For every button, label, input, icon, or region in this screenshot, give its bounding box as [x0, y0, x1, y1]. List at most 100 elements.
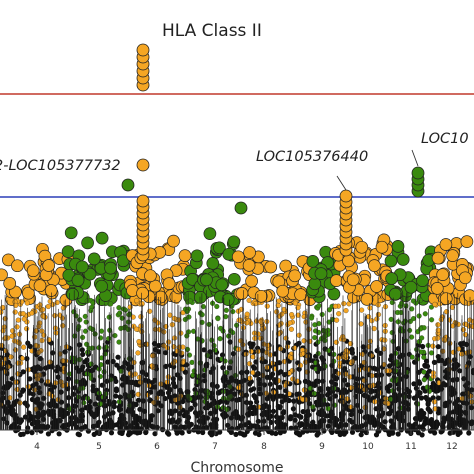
snp-point [435, 344, 441, 350]
snp-point [295, 312, 301, 318]
annotation-loc10-truncated: LOC10 [421, 131, 469, 147]
snp-point [50, 350, 56, 356]
snp-point [469, 387, 474, 393]
snp-point [75, 431, 81, 437]
snp-point [98, 362, 104, 368]
snp-point [254, 289, 268, 303]
snp-point [436, 268, 450, 281]
snp-point [230, 309, 236, 315]
hit-point [121, 178, 135, 192]
snp-point [460, 235, 474, 248]
snp-point [111, 399, 117, 405]
snp-point [95, 279, 108, 293]
snp-point [415, 430, 422, 436]
snp-point [22, 286, 35, 300]
snp-point [114, 362, 120, 368]
snp-point [355, 240, 369, 254]
snp-point [404, 280, 418, 294]
snp-point [206, 321, 212, 327]
snp-point [127, 304, 133, 310]
snp-point [286, 370, 292, 376]
snp-point [447, 340, 453, 346]
snp-point [383, 395, 389, 402]
snp-point [40, 307, 46, 313]
snp-point [165, 374, 171, 380]
annotation-leaders [336, 149, 419, 191]
snp-point [242, 259, 256, 272]
snp-point [450, 323, 456, 329]
snp-point [190, 372, 196, 378]
snp-point [230, 330, 236, 336]
annotation-hla-class-ii: HLA Class II [162, 21, 262, 41]
snp-point [416, 274, 429, 287]
snp-point [311, 390, 317, 397]
snp-point [91, 431, 97, 437]
snp-point [458, 341, 464, 347]
snp-point [358, 321, 364, 327]
snp-point [430, 421, 436, 427]
snp-point [138, 379, 144, 385]
snp-point [374, 316, 380, 322]
snp-point [121, 373, 127, 380]
snp-point [325, 386, 331, 392]
snp-point [432, 301, 438, 307]
snp-point [228, 429, 234, 435]
snp-point [29, 430, 35, 436]
snp-point [15, 317, 21, 323]
snp-point [310, 420, 316, 426]
snp-point [161, 343, 167, 349]
snp-point [431, 359, 437, 365]
snp-point [277, 430, 283, 436]
snp-point [180, 398, 186, 405]
snp-point [126, 429, 132, 435]
x-tick-label: 6 [154, 442, 160, 452]
snp-point [264, 364, 270, 370]
snp-point [21, 344, 27, 350]
snp-point [424, 397, 431, 403]
points-layer [0, 226, 474, 438]
annotation-loc105377732: 2-LOC105377732 [0, 158, 121, 174]
snp-point [420, 426, 426, 432]
snp-point [235, 287, 249, 300]
snp-point [82, 313, 88, 319]
snp-point [97, 401, 103, 407]
hit-point [234, 201, 248, 215]
snp-point [418, 326, 424, 332]
snp-point [21, 316, 27, 322]
snp-point [316, 303, 322, 309]
snp-point [19, 388, 26, 394]
snp-point [126, 312, 132, 318]
snp-point [66, 288, 79, 301]
snp-point [11, 338, 18, 344]
snp-point [314, 267, 328, 280]
snp-point [439, 238, 453, 251]
snp-point [389, 299, 395, 306]
snp-point [277, 384, 283, 390]
snp-point [79, 347, 85, 353]
snp-point [312, 322, 318, 328]
snp-point [166, 339, 172, 345]
snp-point [58, 389, 64, 395]
snp-point [24, 356, 30, 362]
snp-point [144, 269, 157, 283]
snp-point [184, 308, 190, 315]
snp-point [151, 400, 157, 406]
snp-point [189, 359, 195, 365]
annotation-leader [411, 149, 419, 167]
snp-point [80, 351, 86, 357]
snp-point [11, 259, 24, 273]
snp-point [0, 268, 8, 282]
snp-point [395, 431, 401, 437]
snp-point [82, 328, 89, 334]
snp-point [214, 303, 220, 310]
snp-point [20, 311, 26, 317]
snp-point [231, 250, 245, 264]
snp-point [83, 267, 97, 281]
snp-point [2, 253, 15, 267]
snp-point [264, 319, 270, 325]
snp-point [310, 404, 316, 410]
snp-point [13, 302, 19, 308]
snp-point [217, 336, 223, 342]
snp-point [435, 335, 441, 341]
